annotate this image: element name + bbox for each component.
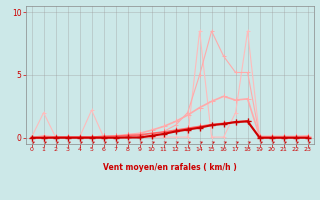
X-axis label: Vent moyen/en rafales ( km/h ): Vent moyen/en rafales ( km/h ): [103, 163, 236, 172]
